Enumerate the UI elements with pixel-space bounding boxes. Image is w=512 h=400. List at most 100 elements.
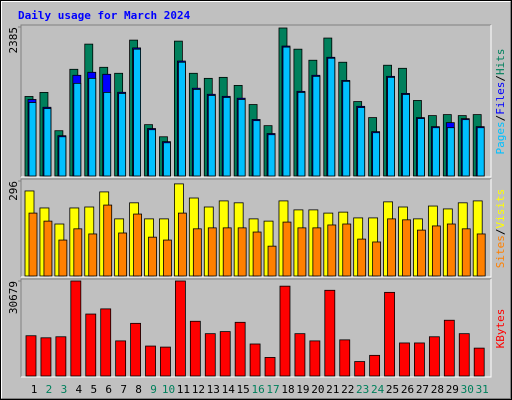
bar bbox=[192, 89, 201, 177]
bar bbox=[402, 94, 410, 177]
legend-separator: / bbox=[494, 75, 507, 82]
x-tick-label: 17 bbox=[266, 383, 279, 396]
x-tick-label: 16 bbox=[251, 383, 264, 396]
bar bbox=[267, 245, 277, 277]
x-tick-label: 25 bbox=[386, 383, 399, 396]
legend-entry: Files bbox=[494, 82, 507, 115]
bar bbox=[279, 285, 291, 377]
bar bbox=[372, 132, 381, 177]
bar bbox=[458, 333, 470, 377]
bar bbox=[417, 229, 426, 277]
y-tick-label: 30679 bbox=[7, 281, 20, 314]
bar bbox=[312, 75, 321, 177]
bar bbox=[354, 361, 366, 377]
bar bbox=[327, 57, 336, 177]
x-tick-label: 3 bbox=[61, 383, 68, 396]
bar bbox=[88, 77, 97, 177]
bar bbox=[163, 239, 172, 277]
bar bbox=[133, 48, 141, 177]
bar bbox=[342, 80, 351, 177]
bar bbox=[88, 233, 98, 277]
bar bbox=[163, 142, 171, 177]
x-tick-label: 11 bbox=[177, 383, 190, 396]
bar bbox=[40, 337, 52, 377]
bar bbox=[297, 227, 307, 277]
x-tick-label: 14 bbox=[222, 383, 236, 396]
legend-separator: / bbox=[494, 229, 507, 236]
legend: Pages/Files/Hits bbox=[494, 49, 507, 155]
bar bbox=[372, 241, 382, 277]
bar bbox=[414, 342, 425, 377]
x-tick-label: 15 bbox=[237, 383, 250, 396]
bar bbox=[324, 289, 336, 377]
x-tick-label: 9 bbox=[150, 383, 157, 396]
bar bbox=[399, 342, 410, 377]
panel-bevel bbox=[21, 179, 492, 278]
legend-entry: Pages bbox=[494, 121, 507, 154]
legend: KBytes bbox=[494, 309, 507, 349]
x-tick-label: 5 bbox=[90, 383, 97, 396]
x-tick-label: 6 bbox=[105, 383, 112, 396]
bar bbox=[294, 333, 306, 377]
bar bbox=[222, 97, 231, 177]
x-tick-label: 24 bbox=[371, 383, 385, 396]
legend-entry: Sites bbox=[494, 235, 507, 268]
bar bbox=[177, 61, 186, 177]
bar bbox=[252, 120, 261, 177]
bar bbox=[174, 280, 186, 377]
panel-bevel bbox=[21, 25, 492, 178]
bar bbox=[282, 46, 291, 177]
bar bbox=[207, 95, 216, 177]
bar bbox=[73, 82, 82, 177]
bar bbox=[476, 233, 486, 277]
bar bbox=[249, 343, 261, 377]
bar bbox=[43, 108, 52, 177]
bar bbox=[55, 336, 67, 377]
x-tick-label: 29 bbox=[446, 383, 459, 396]
x-tick-label: 18 bbox=[281, 383, 294, 396]
bar bbox=[148, 129, 156, 177]
bar bbox=[428, 336, 440, 377]
x-tick-label: 8 bbox=[135, 383, 142, 396]
panel-bevel bbox=[20, 24, 491, 177]
bar bbox=[237, 227, 247, 277]
bar bbox=[130, 322, 141, 377]
bar bbox=[148, 236, 157, 277]
x-tick-label: 21 bbox=[326, 383, 339, 396]
x-tick-label: 12 bbox=[192, 383, 205, 396]
bar bbox=[28, 212, 38, 277]
x-tick-label: 4 bbox=[76, 383, 83, 396]
bar bbox=[234, 321, 246, 377]
bar bbox=[160, 346, 171, 377]
bar bbox=[461, 228, 471, 277]
bar bbox=[145, 345, 156, 377]
bar bbox=[384, 291, 395, 377]
bar bbox=[312, 227, 322, 277]
bar bbox=[387, 76, 395, 177]
bar bbox=[443, 319, 455, 377]
x-tick-label: 2 bbox=[46, 383, 53, 396]
bar bbox=[133, 213, 142, 277]
y-tick-label: 296 bbox=[7, 181, 20, 201]
legend-entry: KBytes bbox=[494, 309, 507, 349]
bar bbox=[473, 347, 485, 377]
x-tick-label: 28 bbox=[431, 383, 444, 396]
bar bbox=[25, 335, 37, 377]
bar bbox=[339, 339, 351, 377]
bar bbox=[369, 354, 381, 377]
x-tick-label: 19 bbox=[296, 383, 309, 396]
bar bbox=[118, 232, 128, 277]
x-tick-label: 20 bbox=[311, 383, 324, 396]
panel-bevel bbox=[20, 178, 491, 277]
bar bbox=[192, 228, 202, 277]
bar bbox=[115, 340, 127, 377]
bar bbox=[387, 218, 396, 277]
bar bbox=[461, 119, 470, 177]
bar bbox=[357, 107, 366, 177]
legend-separator: / bbox=[494, 115, 507, 122]
bar bbox=[357, 238, 367, 277]
x-tick-label: 13 bbox=[207, 383, 220, 396]
bar bbox=[327, 224, 337, 277]
panel-bevel bbox=[20, 278, 491, 377]
